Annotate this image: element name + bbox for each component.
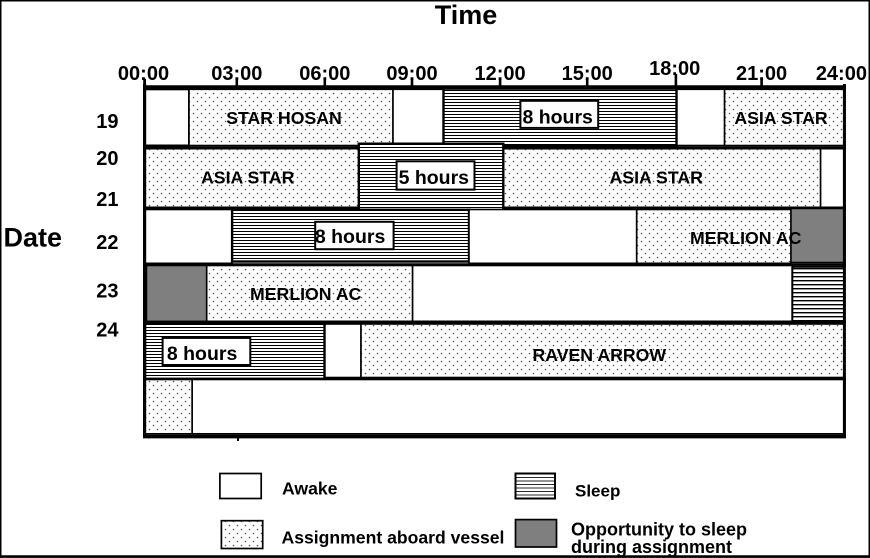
svg-text:23: 23 [96,281,118,303]
svg-text:MERLION AC: MERLION AC [250,284,362,304]
svg-text:8 hours: 8 hours [167,343,238,365]
svg-text:Awake: Awake [282,478,338,498]
svg-text:06:00: 06:00 [299,63,350,85]
svg-text:Date: Date [4,223,63,253]
svg-text:18:00: 18:00 [649,58,700,80]
svg-text:22: 22 [96,232,118,254]
svg-text:8 hours: 8 hours [522,106,593,128]
svg-text:ASIA STAR: ASIA STAR [734,108,828,128]
svg-text:21: 21 [96,189,118,211]
svg-text:24: 24 [96,320,119,342]
svg-text:09:00: 09:00 [386,63,437,85]
svg-text:8 hours: 8 hours [315,226,386,248]
svg-text:5 hours: 5 hours [399,167,470,189]
svg-text:Opportunity to sleep: Opportunity to sleep [571,519,747,539]
svg-text:STAR HOSAN: STAR HOSAN [226,108,342,128]
svg-text:ASIA STAR: ASIA STAR [610,168,704,188]
svg-text:during assignment: during assignment [571,537,732,557]
svg-text:ASIA STAR: ASIA STAR [201,168,295,188]
svg-text:Time: Time [435,0,498,30]
svg-text:03:00: 03:00 [211,63,262,85]
svg-text:12:00: 12:00 [475,63,526,85]
svg-text:MERLION AC: MERLION AC [690,228,802,248]
svg-text:00:00: 00:00 [118,63,169,85]
svg-text:20: 20 [96,148,118,170]
svg-text:24:00: 24:00 [816,63,867,85]
svg-text:21:00: 21:00 [736,63,787,85]
svg-text:Assignment aboard vessel: Assignment aboard vessel [282,528,505,548]
svg-text:19: 19 [96,111,118,133]
svg-text:Sleep: Sleep [575,481,620,500]
svg-text:15:00: 15:00 [562,63,613,85]
svg-text:RAVEN ARROW: RAVEN ARROW [532,345,666,365]
